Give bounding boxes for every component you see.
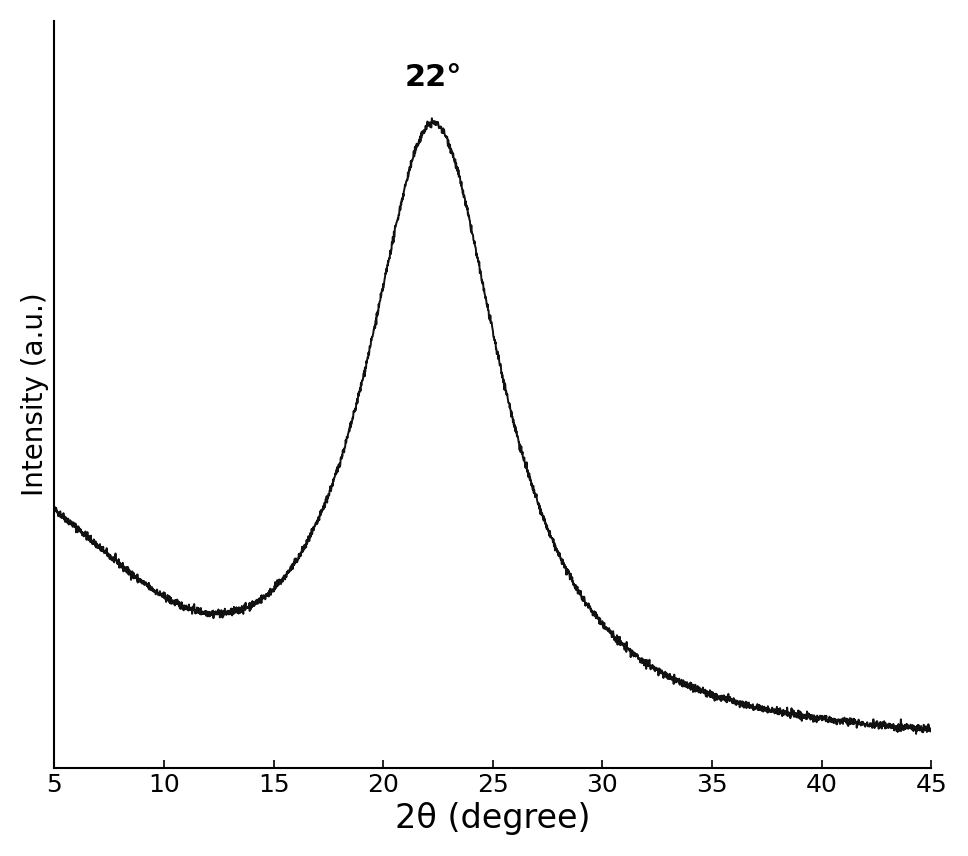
X-axis label: 2θ (degree): 2θ (degree): [395, 802, 590, 835]
Y-axis label: Intensity (a.u.): Intensity (a.u.): [21, 293, 48, 496]
Text: 22°: 22°: [405, 63, 463, 92]
